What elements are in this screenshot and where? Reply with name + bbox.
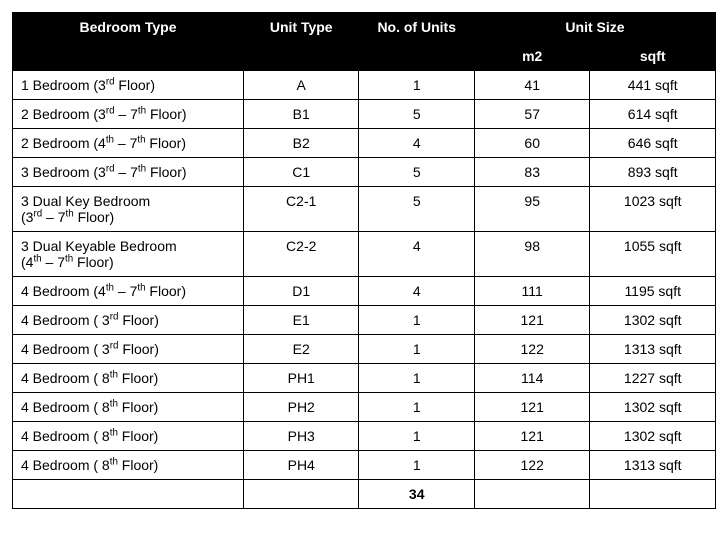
cell-sqft: 1195 sqft (590, 277, 716, 306)
cell-no-of-units: 1 (359, 71, 474, 100)
cell-bedroom-type: 3 Bedroom (3rd – 7th Floor) (13, 158, 244, 187)
table-row: 4 Bedroom ( 8th Floor)PH111141227 sqft (13, 364, 716, 393)
cell-m2: 60 (474, 129, 589, 158)
table-row: 4 Bedroom ( 3rd Floor)E211221313 sqft (13, 335, 716, 364)
col-unit-type: Unit Type (243, 13, 358, 71)
table-row: 4 Bedroom ( 8th Floor)PH411221313 sqft (13, 451, 716, 480)
cell-sqft: 1313 sqft (590, 335, 716, 364)
table-row: 3 Dual Key Bedroom(3rd – 7th Floor)C2-15… (13, 187, 716, 232)
cell-sqft: 1023 sqft (590, 187, 716, 232)
cell-sqft: 441 sqft (590, 71, 716, 100)
unit-table: Bedroom Type Unit Type No. of Units Unit… (12, 12, 716, 509)
cell-sqft: 1302 sqft (590, 306, 716, 335)
cell-m2: 121 (474, 422, 589, 451)
cell-unit-type: B2 (243, 129, 358, 158)
cell-no-of-units: 5 (359, 187, 474, 232)
cell-bedroom-type: 1 Bedroom (3rd Floor) (13, 71, 244, 100)
cell-unit-type: C1 (243, 158, 358, 187)
table-total-row: 34 (13, 480, 716, 509)
cell-m2: 114 (474, 364, 589, 393)
col-unit-size: Unit Size (474, 13, 715, 42)
table-row: 4 Bedroom (4th – 7th Floor)D141111195 sq… (13, 277, 716, 306)
cell-no-of-units: 1 (359, 364, 474, 393)
cell-empty (13, 480, 244, 509)
cell-bedroom-type: 4 Bedroom ( 8th Floor) (13, 364, 244, 393)
cell-empty (590, 480, 716, 509)
cell-bedroom-type: 3 Dual Keyable Bedroom(4th – 7th Floor) (13, 232, 244, 277)
table-row: 3 Bedroom (3rd – 7th Floor)C1583893 sqft (13, 158, 716, 187)
cell-sqft: 1302 sqft (590, 422, 716, 451)
cell-no-of-units: 1 (359, 393, 474, 422)
table-row: 4 Bedroom ( 3rd Floor)E111211302 sqft (13, 306, 716, 335)
cell-empty (243, 480, 358, 509)
cell-no-of-units: 1 (359, 306, 474, 335)
cell-unit-type: PH2 (243, 393, 358, 422)
cell-unit-type: E2 (243, 335, 358, 364)
cell-m2: 122 (474, 451, 589, 480)
table-row: 4 Bedroom ( 8th Floor)PH211211302 sqft (13, 393, 716, 422)
cell-no-of-units: 5 (359, 100, 474, 129)
cell-no-of-units: 4 (359, 232, 474, 277)
table-row: 2 Bedroom (4th – 7th Floor)B2460646 sqft (13, 129, 716, 158)
cell-unit-type: PH1 (243, 364, 358, 393)
table-body: 1 Bedroom (3rd Floor)A141441 sqft2 Bedro… (13, 71, 716, 509)
cell-sqft: 1302 sqft (590, 393, 716, 422)
cell-bedroom-type: 4 Bedroom ( 8th Floor) (13, 393, 244, 422)
col-no-of-units: No. of Units (359, 13, 474, 71)
cell-sqft: 646 sqft (590, 129, 716, 158)
cell-bedroom-type: 4 Bedroom ( 8th Floor) (13, 422, 244, 451)
cell-m2: 41 (474, 71, 589, 100)
cell-unit-type: PH4 (243, 451, 358, 480)
cell-sqft: 893 sqft (590, 158, 716, 187)
col-sqft: sqft (590, 42, 716, 71)
col-bedroom-type: Bedroom Type (13, 13, 244, 71)
cell-bedroom-type: 4 Bedroom ( 3rd Floor) (13, 335, 244, 364)
table-row: 2 Bedroom (3rd – 7th Floor)B1557614 sqft (13, 100, 716, 129)
cell-m2: 98 (474, 232, 589, 277)
cell-no-of-units: 1 (359, 451, 474, 480)
cell-bedroom-type: 2 Bedroom (4th – 7th Floor) (13, 129, 244, 158)
cell-unit-type: B1 (243, 100, 358, 129)
cell-m2: 111 (474, 277, 589, 306)
cell-m2: 122 (474, 335, 589, 364)
cell-bedroom-type: 2 Bedroom (3rd – 7th Floor) (13, 100, 244, 129)
table-row: 1 Bedroom (3rd Floor)A141441 sqft (13, 71, 716, 100)
cell-m2: 57 (474, 100, 589, 129)
cell-no-of-units: 5 (359, 158, 474, 187)
cell-sqft: 1227 sqft (590, 364, 716, 393)
cell-bedroom-type: 3 Dual Key Bedroom(3rd – 7th Floor) (13, 187, 244, 232)
table-header: Bedroom Type Unit Type No. of Units Unit… (13, 13, 716, 71)
cell-m2: 121 (474, 306, 589, 335)
cell-bedroom-type: 4 Bedroom (4th – 7th Floor) (13, 277, 244, 306)
cell-sqft: 1055 sqft (590, 232, 716, 277)
cell-no-of-units: 1 (359, 422, 474, 451)
cell-m2: 95 (474, 187, 589, 232)
cell-sqft: 1313 sqft (590, 451, 716, 480)
cell-unit-type: C2-2 (243, 232, 358, 277)
cell-sqft: 614 sqft (590, 100, 716, 129)
cell-unit-type: D1 (243, 277, 358, 306)
cell-no-of-units: 1 (359, 335, 474, 364)
cell-unit-type: PH3 (243, 422, 358, 451)
cell-no-of-units: 4 (359, 129, 474, 158)
cell-unit-type: E1 (243, 306, 358, 335)
cell-unit-type: C2-1 (243, 187, 358, 232)
cell-no-of-units: 4 (359, 277, 474, 306)
cell-unit-type: A (243, 71, 358, 100)
cell-bedroom-type: 4 Bedroom ( 3rd Floor) (13, 306, 244, 335)
cell-empty (474, 480, 589, 509)
table-row: 4 Bedroom ( 8th Floor)PH311211302 sqft (13, 422, 716, 451)
cell-bedroom-type: 4 Bedroom ( 8th Floor) (13, 451, 244, 480)
cell-m2: 83 (474, 158, 589, 187)
col-m2: m2 (474, 42, 589, 71)
cell-m2: 121 (474, 393, 589, 422)
table-row: 3 Dual Keyable Bedroom(4th – 7th Floor)C… (13, 232, 716, 277)
cell-total-units: 34 (359, 480, 474, 509)
